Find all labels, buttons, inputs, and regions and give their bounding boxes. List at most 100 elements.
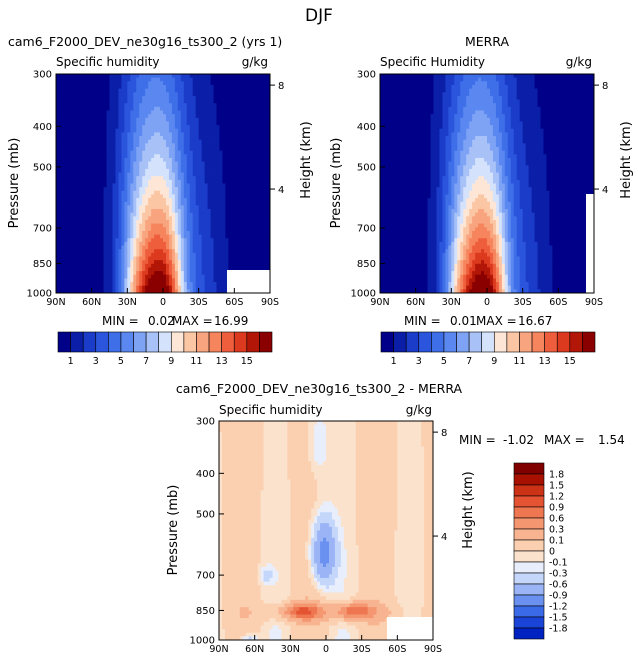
contour-cell <box>91 289 96 293</box>
contour-cell <box>207 220 211 225</box>
contour-cell <box>58 88 63 93</box>
contour-cell <box>91 157 96 162</box>
colorbar-swatch <box>259 331 273 353</box>
contour-cell <box>133 223 137 228</box>
contour-cell <box>121 260 125 265</box>
contour-cell <box>189 125 194 130</box>
contour-cell <box>225 172 229 177</box>
contour-cell <box>160 154 164 159</box>
contour-cell <box>213 190 217 195</box>
contour-cell <box>168 132 173 137</box>
contour-cell <box>103 289 107 293</box>
contour-cell <box>234 216 238 221</box>
contour-cell <box>231 92 235 97</box>
contour-cell <box>165 274 170 279</box>
contour-cell <box>243 183 247 188</box>
contour-cell <box>109 92 113 97</box>
contour-cell <box>106 245 110 250</box>
contour-cell <box>88 198 93 203</box>
contour-cell <box>168 114 173 119</box>
contour-cell <box>91 241 96 246</box>
contour-cell <box>67 285 72 290</box>
contour-cell <box>157 183 161 188</box>
contour-cell <box>421 81 425 86</box>
contour-cell <box>109 234 113 239</box>
contour-cell <box>177 212 182 217</box>
contour-cell <box>94 106 99 111</box>
contour-cell <box>258 267 262 272</box>
contour-cell <box>100 165 104 170</box>
contour-cell <box>163 106 167 111</box>
contour-cell <box>100 252 104 257</box>
contour-cell <box>228 147 232 152</box>
colorbar-swatch <box>120 331 134 353</box>
contour-cell <box>100 238 104 243</box>
contour-cell <box>186 209 191 214</box>
contour-cell <box>94 176 99 181</box>
contour-cell <box>127 271 131 276</box>
contour-cell <box>106 205 110 210</box>
contour-cell <box>157 150 161 155</box>
contour-cell <box>171 84 176 89</box>
contour-cell <box>264 147 268 152</box>
contour-cell <box>177 267 182 272</box>
contour-cell <box>219 125 223 130</box>
contour-cell <box>76 128 81 133</box>
contour-cell <box>171 125 176 130</box>
contour-cell <box>234 172 238 177</box>
contour-cell <box>246 88 250 93</box>
contour-cell <box>106 77 110 82</box>
contour-cell <box>118 99 122 104</box>
contour-cell <box>264 154 268 159</box>
contour-cell <box>177 282 182 287</box>
contour-cell <box>243 209 247 214</box>
contour-cell <box>174 161 179 166</box>
contour-cell <box>148 223 152 228</box>
contour-cell <box>127 263 131 268</box>
contour-cell <box>222 103 226 108</box>
contour-cell <box>261 132 265 137</box>
contour-cell <box>204 252 208 257</box>
contour-cell <box>484 77 488 82</box>
contour-cell <box>97 201 101 206</box>
contour-cell <box>79 220 84 225</box>
contour-cell <box>216 143 220 148</box>
contour-cell <box>228 172 232 177</box>
contour-cell <box>243 110 247 115</box>
contour-cell <box>385 84 390 89</box>
contour-cell <box>168 121 173 126</box>
contour-cell <box>489 95 494 100</box>
contour-cell <box>540 81 544 86</box>
contour-cell <box>210 132 214 137</box>
contour-cell <box>127 212 131 217</box>
contour-cell <box>85 216 90 221</box>
contour-cell <box>198 256 203 261</box>
contour-cell <box>157 190 161 195</box>
contour-cell <box>192 198 197 203</box>
contour-cell <box>58 154 63 159</box>
contour-cell <box>201 278 206 283</box>
contour-cell <box>207 161 211 166</box>
contour-cell <box>579 95 583 100</box>
contour-cell <box>183 194 188 199</box>
contour-cell <box>79 128 84 133</box>
contour-cell <box>237 143 241 148</box>
contour-cell <box>100 220 104 225</box>
contour-cell <box>121 114 125 119</box>
contour-cell <box>573 95 577 100</box>
contour-cell <box>451 74 455 79</box>
contour-cell <box>115 249 119 254</box>
contour-cell <box>76 194 81 199</box>
contour-cell <box>391 84 396 89</box>
contour-cell <box>61 289 66 293</box>
contour-cell <box>210 74 214 79</box>
contour-cell <box>88 209 93 214</box>
contour-cell <box>58 194 63 199</box>
contour-cell <box>267 252 270 257</box>
contour-cell <box>234 92 238 97</box>
contour-cell <box>106 190 110 195</box>
contour-cell <box>231 110 235 115</box>
contour-cell <box>145 103 149 108</box>
contour-cell <box>234 99 238 104</box>
contour-cell <box>231 139 235 144</box>
